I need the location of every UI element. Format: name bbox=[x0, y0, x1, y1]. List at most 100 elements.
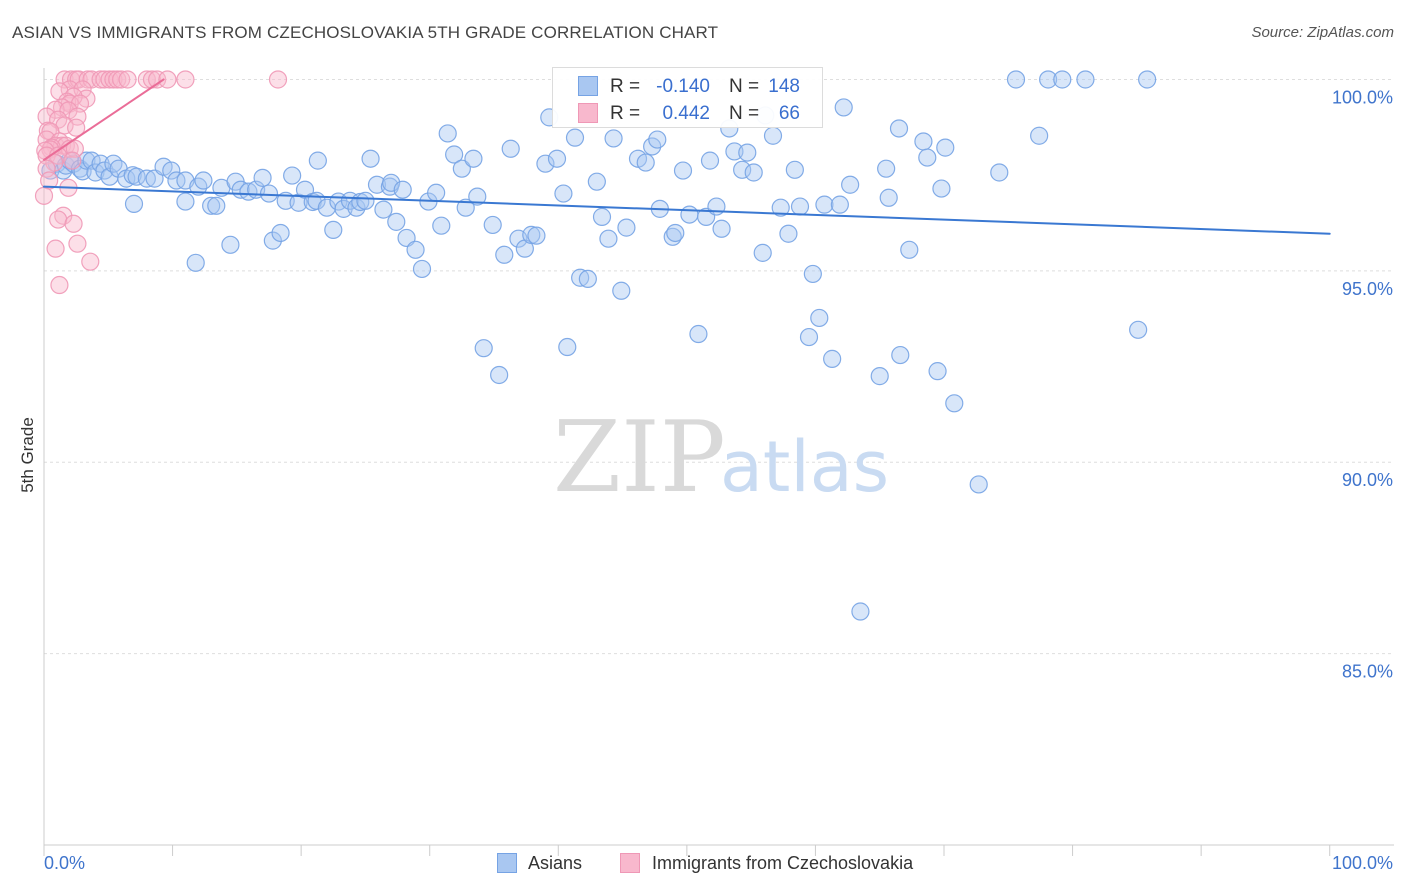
point-asians bbox=[445, 145, 464, 164]
point-asians bbox=[527, 226, 546, 245]
point-asians bbox=[578, 269, 597, 288]
point-asians bbox=[324, 220, 343, 240]
point-asians bbox=[1129, 320, 1148, 339]
point-asians bbox=[725, 142, 744, 161]
r-value: 0.442 bbox=[662, 103, 710, 124]
point-asians bbox=[851, 602, 870, 621]
r-value: -0.140 bbox=[656, 76, 710, 97]
point-asians bbox=[194, 171, 213, 190]
legend-swatch-asians[interactable] bbox=[497, 853, 517, 873]
point-asians bbox=[680, 205, 699, 224]
gridlines bbox=[44, 78, 1394, 655]
point-asians bbox=[456, 198, 475, 217]
point-asians bbox=[207, 196, 226, 215]
point-asians bbox=[1138, 70, 1157, 89]
y-axis-label: 5th Grade bbox=[18, 417, 37, 493]
point-asians bbox=[712, 219, 731, 238]
y-tick-label: 90.0% bbox=[1342, 470, 1393, 490]
point-asians bbox=[889, 119, 909, 138]
point-asians bbox=[1030, 126, 1049, 145]
point-immigrants-from-czechoslovakia bbox=[46, 239, 65, 258]
point-asians bbox=[785, 160, 804, 179]
point-asians bbox=[468, 187, 487, 206]
point-asians bbox=[928, 362, 947, 381]
correlation-stats-box: R = -0.140 N = 148 R = 0.442 N = 66 bbox=[552, 67, 823, 128]
point-asians bbox=[617, 218, 636, 237]
point-asians bbox=[830, 195, 849, 214]
point-asians bbox=[587, 172, 606, 191]
point-immigrants-from-czechoslovakia bbox=[64, 214, 83, 233]
point-asians bbox=[918, 148, 937, 167]
point-asians bbox=[186, 253, 205, 272]
point-asians bbox=[803, 264, 822, 284]
point-asians bbox=[879, 188, 898, 207]
point-asians bbox=[877, 159, 896, 178]
point-asians bbox=[870, 367, 889, 386]
n-value: 148 bbox=[768, 76, 800, 97]
point-asians bbox=[914, 132, 933, 151]
point-asians bbox=[744, 163, 763, 182]
point-asians bbox=[356, 191, 375, 210]
point-asians bbox=[495, 245, 514, 264]
n-label: N = bbox=[729, 103, 760, 124]
point-asians bbox=[771, 198, 790, 217]
point-asians bbox=[137, 169, 156, 188]
point-asians bbox=[763, 126, 783, 145]
point-asians bbox=[945, 394, 964, 413]
point-asians bbox=[707, 197, 726, 216]
series-asians bbox=[41, 70, 1157, 621]
point-asians bbox=[474, 339, 493, 358]
point-immigrants-from-czechoslovakia bbox=[68, 234, 87, 253]
trendline-immigrants-from-czechoslovakia bbox=[43, 78, 165, 161]
legend-label-czechoslovakia[interactable]: Immigrants from Czechoslovakia bbox=[652, 853, 914, 873]
point-immigrants-from-czechoslovakia bbox=[158, 70, 177, 89]
point-immigrants-from-czechoslovakia bbox=[49, 210, 68, 229]
x-tick-label: 100.0% bbox=[1332, 853, 1393, 873]
legend-swatch-czechoslovakia[interactable] bbox=[620, 853, 640, 873]
y-tick-label: 85.0% bbox=[1342, 662, 1393, 682]
point-asians bbox=[810, 308, 829, 328]
point-asians bbox=[104, 154, 123, 173]
point-asians bbox=[815, 195, 834, 214]
point-immigrants-from-czechoslovakia bbox=[63, 151, 82, 170]
point-immigrants-from-czechoslovakia bbox=[118, 70, 137, 89]
stats-row-asians: R = -0.140 N = 148 bbox=[553, 73, 822, 100]
point-immigrants-from-czechoslovakia bbox=[50, 275, 69, 295]
point-asians bbox=[263, 231, 282, 250]
point-asians bbox=[427, 183, 446, 202]
point-asians bbox=[162, 161, 181, 180]
legend-label-asians[interactable]: Asians bbox=[528, 853, 583, 873]
point-immigrants-from-czechoslovakia bbox=[81, 252, 100, 271]
point-immigrants-from-czechoslovakia bbox=[67, 118, 86, 137]
point-asians bbox=[536, 154, 555, 173]
point-asians bbox=[823, 349, 842, 368]
point-asians bbox=[259, 184, 279, 203]
watermark-logo: ZIP atlas bbox=[553, 401, 889, 515]
point-immigrants-from-czechoslovakia bbox=[148, 70, 167, 89]
point-asians bbox=[753, 243, 772, 262]
chart-title: ASIAN VS IMMIGRANTS FROM CZECHOSLOVAKIA … bbox=[12, 23, 719, 42]
trendlines bbox=[43, 78, 1331, 235]
point-asians bbox=[666, 223, 685, 243]
point-asians bbox=[612, 281, 631, 300]
stats-row-czechoslovakia: R = 0.442 N = 66 bbox=[553, 100, 822, 127]
point-asians bbox=[483, 215, 502, 235]
point-immigrants-from-czechoslovakia bbox=[104, 70, 123, 89]
point-asians bbox=[432, 216, 451, 235]
point-asians bbox=[1006, 70, 1026, 89]
point-asians bbox=[834, 98, 853, 117]
point-asians bbox=[604, 129, 623, 148]
data-points bbox=[34, 70, 1157, 621]
point-immigrants-from-czechoslovakia bbox=[137, 70, 156, 89]
y-tick-label: 95.0% bbox=[1342, 279, 1393, 299]
point-asians bbox=[221, 235, 240, 254]
stats-swatch-asians bbox=[578, 76, 598, 96]
point-asians bbox=[700, 151, 720, 170]
point-asians bbox=[1053, 70, 1072, 89]
point-asians bbox=[936, 138, 955, 157]
point-immigrants-from-czechoslovakia bbox=[268, 70, 288, 89]
point-asians bbox=[932, 179, 951, 198]
point-immigrants-from-czechoslovakia bbox=[37, 107, 56, 126]
point-asians bbox=[990, 163, 1009, 182]
point-asians bbox=[799, 327, 819, 347]
